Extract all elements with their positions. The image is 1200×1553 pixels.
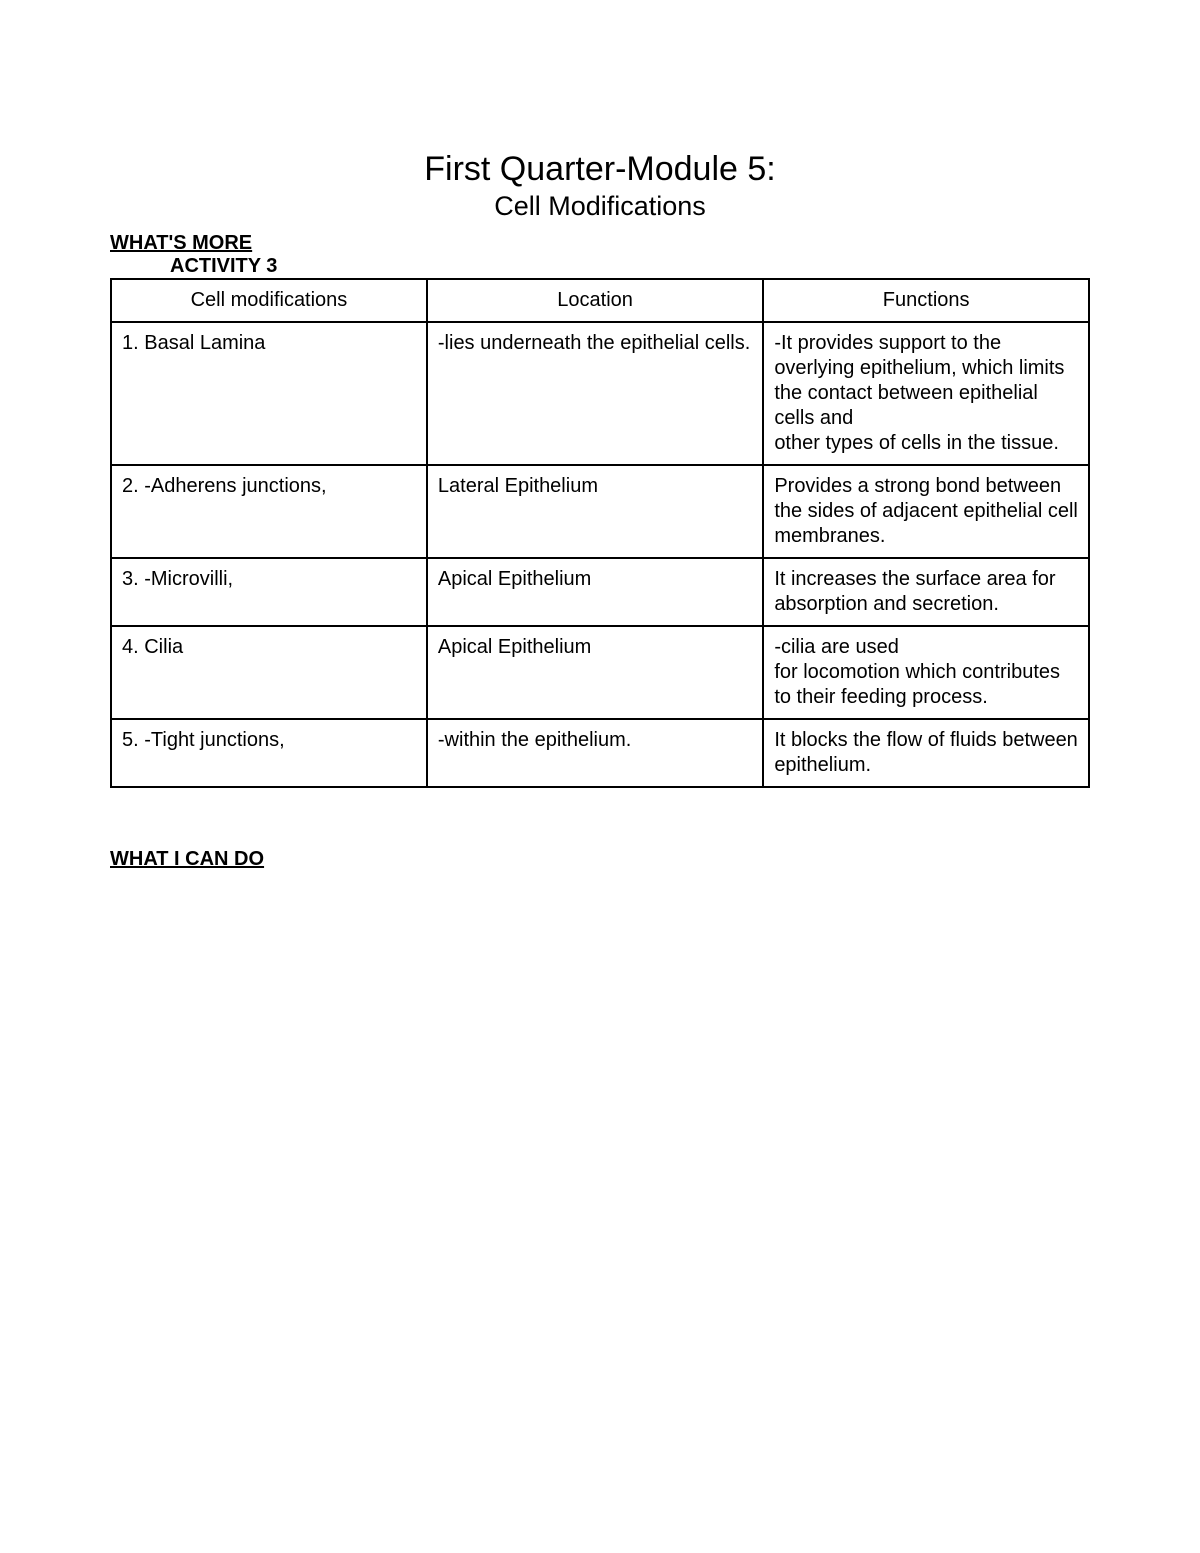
cell-mod: 1. Basal Lamina: [111, 322, 427, 465]
cell-location: Apical Epithelium: [427, 626, 763, 719]
cell-location: Lateral Epithelium: [427, 465, 763, 558]
cell-functions: It blocks the flow of fluids between epi…: [763, 719, 1089, 787]
table-row: 1. Basal Lamina -lies underneath the epi…: [111, 322, 1089, 465]
col-header-cell-modifications: Cell modifications: [111, 279, 427, 322]
module-subtitle: Cell Modifications: [110, 191, 1090, 222]
col-header-functions: Functions: [763, 279, 1089, 322]
whats-more-heading: WHAT'S MORE: [110, 232, 1090, 255]
cell-mod: 3. -Microvilli,: [111, 558, 427, 626]
cell-mod: 5. -Tight junctions,: [111, 719, 427, 787]
title-block: First Quarter-Module 5: Cell Modificatio…: [110, 150, 1090, 222]
cell-mod: 4. Cilia: [111, 626, 427, 719]
cell-location: -lies underneath the epithelial cells.: [427, 322, 763, 465]
col-header-location: Location: [427, 279, 763, 322]
cell-mod: 2. -Adherens junctions,: [111, 465, 427, 558]
table-row: 5. -Tight junctions, -within the epithel…: [111, 719, 1089, 787]
cell-functions: It increases the surface area for absorp…: [763, 558, 1089, 626]
what-i-can-do-heading: WHAT I CAN DO: [110, 848, 1090, 871]
cell-location: Apical Epithelium: [427, 558, 763, 626]
cell-functions: Provides a strong bond between the sides…: [763, 465, 1089, 558]
cell-location: -within the epithelium.: [427, 719, 763, 787]
activity-heading: ACTIVITY 3: [170, 255, 1090, 278]
table-row: 4. Cilia Apical Epithelium -cilia are us…: [111, 626, 1089, 719]
table-row: 3. -Microvilli, Apical Epithelium It inc…: [111, 558, 1089, 626]
cell-functions: -cilia are usedfor locomotion which cont…: [763, 626, 1089, 719]
table-header-row: Cell modifications Location Functions: [111, 279, 1089, 322]
cell-functions: -It provides support to the overlying ep…: [763, 322, 1089, 465]
cell-modifications-table: Cell modifications Location Functions 1.…: [110, 278, 1090, 788]
table-row: 2. -Adherens junctions, Lateral Epitheli…: [111, 465, 1089, 558]
module-title: First Quarter-Module 5:: [110, 150, 1090, 189]
